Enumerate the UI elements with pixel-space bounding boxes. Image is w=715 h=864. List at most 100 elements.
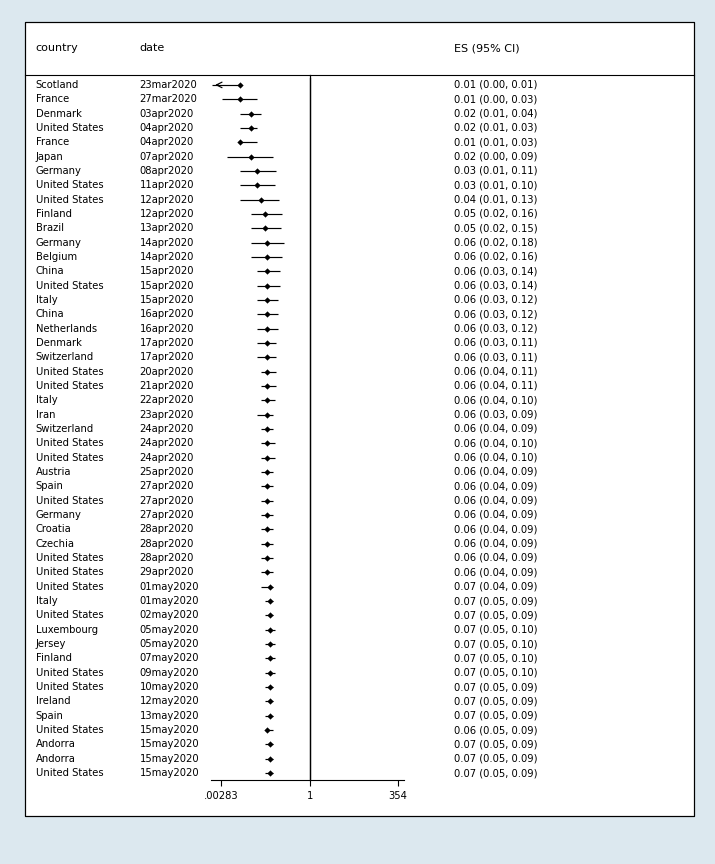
Text: 0.05 (0.02, 0.16): 0.05 (0.02, 0.16) xyxy=(454,209,538,219)
Text: 0.06 (0.04, 0.09): 0.06 (0.04, 0.09) xyxy=(454,424,538,434)
Text: 0.04 (0.01, 0.13): 0.04 (0.01, 0.13) xyxy=(454,194,538,205)
Text: Luxembourg: Luxembourg xyxy=(36,625,98,635)
Text: 14apr2020: 14apr2020 xyxy=(139,238,194,248)
Text: 01may2020: 01may2020 xyxy=(139,596,199,606)
Text: Switzerland: Switzerland xyxy=(36,353,94,362)
Text: 03apr2020: 03apr2020 xyxy=(139,109,194,118)
Text: 16apr2020: 16apr2020 xyxy=(139,309,194,320)
Text: 28apr2020: 28apr2020 xyxy=(139,538,194,549)
Text: 0.06 (0.03, 0.11): 0.06 (0.03, 0.11) xyxy=(454,353,538,362)
Text: Germany: Germany xyxy=(36,238,82,248)
Text: 16apr2020: 16apr2020 xyxy=(139,324,194,334)
Text: 0.06 (0.03, 0.14): 0.06 (0.03, 0.14) xyxy=(454,266,538,276)
Text: 04apr2020: 04apr2020 xyxy=(139,137,194,147)
Text: United States: United States xyxy=(36,438,104,448)
Text: 0.07 (0.05, 0.09): 0.07 (0.05, 0.09) xyxy=(454,753,538,764)
Text: Spain: Spain xyxy=(36,711,64,721)
Text: 02may2020: 02may2020 xyxy=(139,610,199,620)
Text: 0.06 (0.04, 0.09): 0.06 (0.04, 0.09) xyxy=(454,481,538,492)
Text: United States: United States xyxy=(36,381,104,391)
Text: 20apr2020: 20apr2020 xyxy=(139,366,194,377)
Text: Czechia: Czechia xyxy=(36,538,75,549)
Text: United States: United States xyxy=(36,181,104,190)
Text: China: China xyxy=(36,266,64,276)
Text: 24apr2020: 24apr2020 xyxy=(139,438,194,448)
Text: United States: United States xyxy=(36,281,104,290)
Text: 17apr2020: 17apr2020 xyxy=(139,353,194,362)
Text: United States: United States xyxy=(36,496,104,505)
Text: 09may2020: 09may2020 xyxy=(139,668,199,677)
Text: 0.07 (0.05, 0.10): 0.07 (0.05, 0.10) xyxy=(454,653,538,664)
Text: China: China xyxy=(36,309,64,320)
Text: 0.07 (0.05, 0.09): 0.07 (0.05, 0.09) xyxy=(454,768,538,778)
Text: Belgium: Belgium xyxy=(36,252,77,262)
Text: 0.07 (0.05, 0.10): 0.07 (0.05, 0.10) xyxy=(454,625,538,635)
Text: Andorra: Andorra xyxy=(36,753,76,764)
Text: 15may2020: 15may2020 xyxy=(139,753,199,764)
Text: 0.06 (0.04, 0.09): 0.06 (0.04, 0.09) xyxy=(454,568,538,577)
Text: Scotland: Scotland xyxy=(36,80,79,90)
Text: 13may2020: 13may2020 xyxy=(139,711,199,721)
Text: 10may2020: 10may2020 xyxy=(139,682,199,692)
Text: 0.07 (0.05, 0.09): 0.07 (0.05, 0.09) xyxy=(454,740,538,749)
Text: 0.07 (0.04, 0.09): 0.07 (0.04, 0.09) xyxy=(454,581,538,592)
Text: 0.06 (0.04, 0.09): 0.06 (0.04, 0.09) xyxy=(454,553,538,563)
Text: 0.06 (0.03, 0.11): 0.06 (0.03, 0.11) xyxy=(454,338,538,348)
Text: Italy: Italy xyxy=(36,596,57,606)
Text: United States: United States xyxy=(36,581,104,592)
Text: Italy: Italy xyxy=(36,396,57,405)
Text: United States: United States xyxy=(36,553,104,563)
Text: Finland: Finland xyxy=(36,209,72,219)
Text: 27apr2020: 27apr2020 xyxy=(139,481,194,492)
Text: 0.06 (0.04, 0.09): 0.06 (0.04, 0.09) xyxy=(454,496,538,505)
Text: 0.06 (0.04, 0.11): 0.06 (0.04, 0.11) xyxy=(454,366,538,377)
Text: 13apr2020: 13apr2020 xyxy=(139,223,194,233)
Text: Japan: Japan xyxy=(36,151,64,162)
Text: 17apr2020: 17apr2020 xyxy=(139,338,194,348)
Text: 22apr2020: 22apr2020 xyxy=(139,396,194,405)
Text: 0.06 (0.05, 0.09): 0.06 (0.05, 0.09) xyxy=(454,725,538,735)
Text: United States: United States xyxy=(36,568,104,577)
Text: France: France xyxy=(36,94,69,105)
Text: Spain: Spain xyxy=(36,481,64,492)
Text: 0.03 (0.01, 0.10): 0.03 (0.01, 0.10) xyxy=(454,181,538,190)
Text: 0.02 (0.00, 0.09): 0.02 (0.00, 0.09) xyxy=(454,151,538,162)
Text: 23mar2020: 23mar2020 xyxy=(139,80,197,90)
Text: 0.06 (0.04, 0.09): 0.06 (0.04, 0.09) xyxy=(454,524,538,534)
Text: 21apr2020: 21apr2020 xyxy=(139,381,194,391)
Text: United States: United States xyxy=(36,725,104,735)
Text: 0.06 (0.04, 0.09): 0.06 (0.04, 0.09) xyxy=(454,538,538,549)
Text: Croatia: Croatia xyxy=(36,524,72,534)
Text: 28apr2020: 28apr2020 xyxy=(139,524,194,534)
Text: Austria: Austria xyxy=(36,467,72,477)
Text: 0.06 (0.03, 0.12): 0.06 (0.03, 0.12) xyxy=(454,324,538,334)
Text: 0.06 (0.04, 0.10): 0.06 (0.04, 0.10) xyxy=(454,438,538,448)
Text: 05may2020: 05may2020 xyxy=(139,625,199,635)
Text: United States: United States xyxy=(36,194,104,205)
Text: United States: United States xyxy=(36,366,104,377)
Text: 15may2020: 15may2020 xyxy=(139,725,199,735)
Text: United States: United States xyxy=(36,453,104,462)
Text: 0.06 (0.03, 0.14): 0.06 (0.03, 0.14) xyxy=(454,281,538,290)
Text: France: France xyxy=(36,137,69,147)
Text: United States: United States xyxy=(36,123,104,133)
Text: 0.06 (0.04, 0.09): 0.06 (0.04, 0.09) xyxy=(454,510,538,520)
Text: Switzerland: Switzerland xyxy=(36,424,94,434)
Text: Jersey: Jersey xyxy=(36,639,66,649)
Text: 0.07 (0.05, 0.09): 0.07 (0.05, 0.09) xyxy=(454,696,538,707)
Text: 0.07 (0.05, 0.09): 0.07 (0.05, 0.09) xyxy=(454,711,538,721)
Text: 0.06 (0.02, 0.16): 0.06 (0.02, 0.16) xyxy=(454,252,538,262)
Text: 28apr2020: 28apr2020 xyxy=(139,553,194,563)
Text: 0.06 (0.04, 0.09): 0.06 (0.04, 0.09) xyxy=(454,467,538,477)
Text: 0.06 (0.04, 0.10): 0.06 (0.04, 0.10) xyxy=(454,453,538,462)
Text: 0.06 (0.04, 0.10): 0.06 (0.04, 0.10) xyxy=(454,396,538,405)
Text: 04apr2020: 04apr2020 xyxy=(139,123,194,133)
Text: 0.07 (0.05, 0.09): 0.07 (0.05, 0.09) xyxy=(454,610,538,620)
Text: Iran: Iran xyxy=(36,410,55,420)
Text: 0.07 (0.05, 0.10): 0.07 (0.05, 0.10) xyxy=(454,668,538,677)
Text: 0.01 (0.01, 0.03): 0.01 (0.01, 0.03) xyxy=(454,137,538,147)
Text: 0.06 (0.03, 0.09): 0.06 (0.03, 0.09) xyxy=(454,410,538,420)
Text: 15may2020: 15may2020 xyxy=(139,768,199,778)
Text: ES (95% CI): ES (95% CI) xyxy=(454,43,520,54)
Text: Italy: Italy xyxy=(36,295,57,305)
